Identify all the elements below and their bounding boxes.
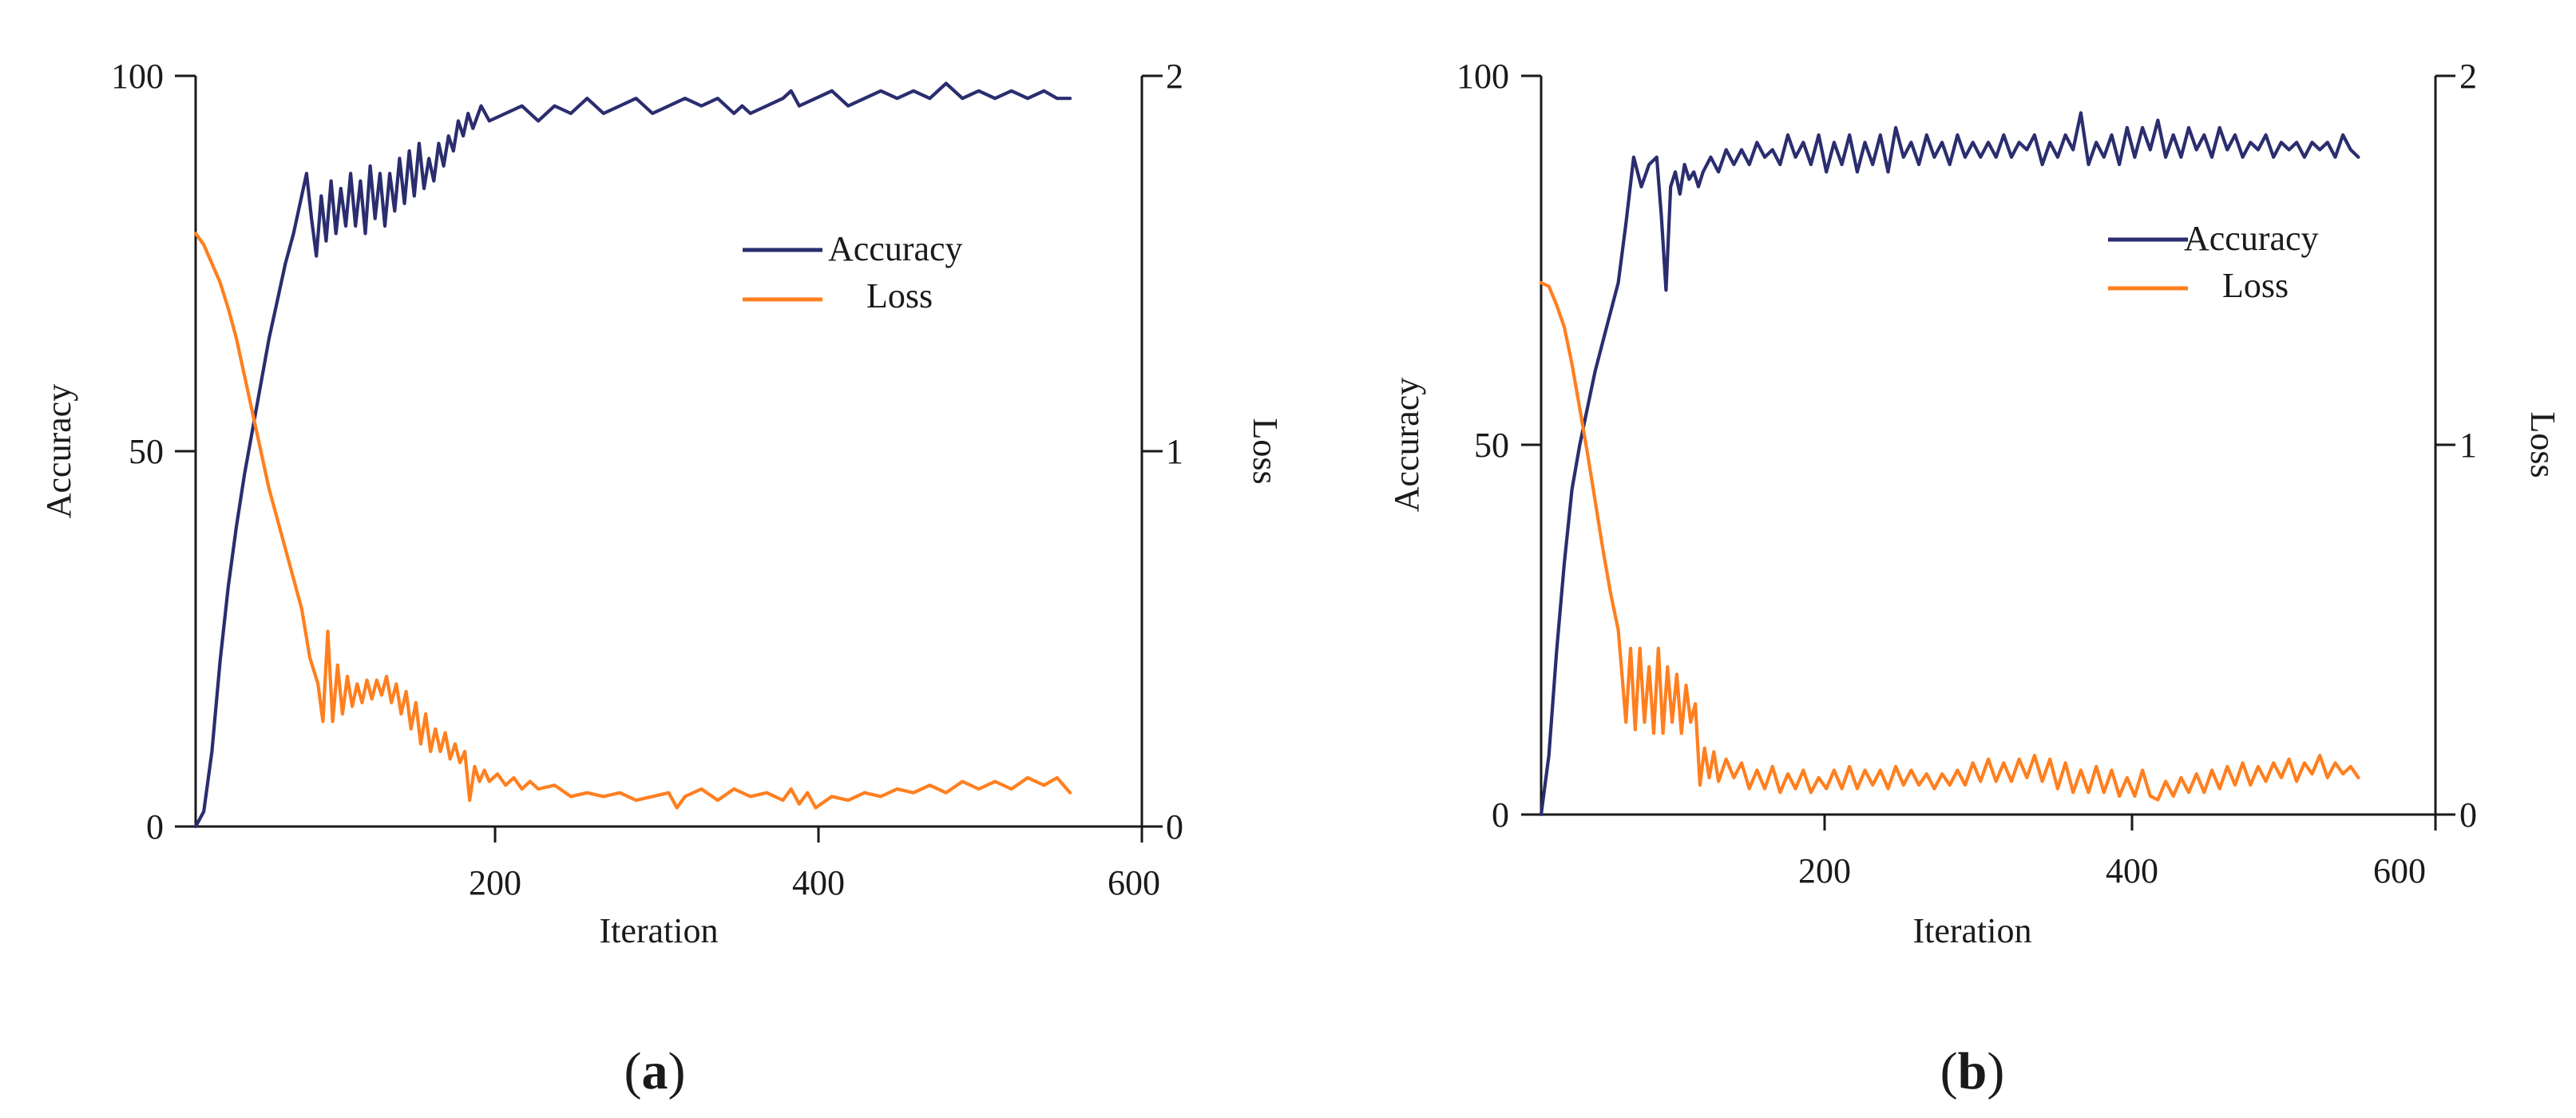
x-tick-label: 200 bbox=[1798, 851, 1851, 890]
panel-a: 100 50 0 2 1 0 200 400 600 Iteration Acc… bbox=[39, 57, 1285, 1100]
y2-tick-label: 2 bbox=[1166, 57, 1183, 96]
y2-axis-title: Loss bbox=[2523, 411, 2562, 478]
legend: Accuracy Loss bbox=[743, 229, 963, 315]
y2-tick-label: 1 bbox=[2459, 426, 2477, 465]
caption-letter: a bbox=[642, 1042, 668, 1100]
legend-label-loss: Loss bbox=[866, 276, 933, 315]
loss-line bbox=[1539, 280, 2360, 802]
x-tick-label: 400 bbox=[2106, 851, 2158, 890]
caption-letter: b bbox=[1958, 1042, 1987, 1100]
y2-tick-label: 0 bbox=[2459, 795, 2477, 835]
y-tick-label: 50 bbox=[1474, 426, 1509, 465]
y-axis-title: Accuracy bbox=[39, 384, 78, 519]
x-tick-label: 600 bbox=[2373, 851, 2426, 890]
y2-tick-label: 2 bbox=[2459, 57, 2477, 96]
x-tick-label: 200 bbox=[469, 863, 521, 902]
legend-label-accuracy: Accuracy bbox=[2184, 219, 2319, 258]
y2-tick-label: 0 bbox=[1166, 807, 1183, 846]
y-tick-label: 0 bbox=[1492, 795, 1509, 835]
x-tick-label: 400 bbox=[792, 863, 845, 902]
legend-label-loss: Loss bbox=[2222, 266, 2289, 305]
x-axis-title: Iteration bbox=[1912, 911, 2031, 950]
y-tick-label: 50 bbox=[129, 432, 164, 471]
legend: Accuracy Loss bbox=[2108, 219, 2319, 305]
panel-b: 100 50 0 2 1 0 200 400 600 Iteration Acc… bbox=[1387, 57, 2562, 1100]
legend-label-accuracy: Accuracy bbox=[828, 229, 963, 268]
loss-line bbox=[193, 232, 1072, 810]
y-tick-label: 0 bbox=[146, 807, 164, 846]
accuracy-line bbox=[1539, 111, 2360, 817]
caption-open-paren: ( bbox=[1940, 1042, 1958, 1100]
accuracy-line bbox=[193, 81, 1072, 829]
y2-tick-label: 1 bbox=[1166, 432, 1183, 471]
caption-open-paren: ( bbox=[624, 1042, 642, 1100]
panel-caption: (b) bbox=[1940, 1042, 2005, 1100]
panel-caption: (a) bbox=[624, 1042, 686, 1100]
x-tick-label: 600 bbox=[1108, 863, 1160, 902]
y-tick-label: 100 bbox=[111, 57, 164, 96]
caption-close-paren: ) bbox=[1987, 1042, 2004, 1100]
x-axis-title: Iteration bbox=[599, 911, 718, 950]
y-axis-title: Accuracy bbox=[1387, 378, 1426, 513]
y2-axis-title: Loss bbox=[1246, 418, 1285, 484]
y-tick-label: 100 bbox=[1456, 57, 1509, 96]
caption-close-paren: ) bbox=[668, 1042, 686, 1100]
